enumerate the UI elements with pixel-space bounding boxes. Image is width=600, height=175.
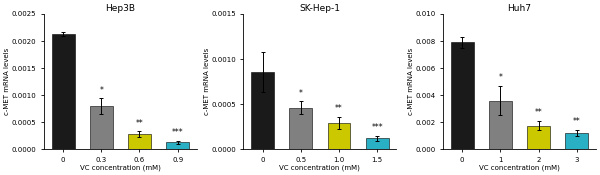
Bar	[328, 123, 350, 149]
Text: **: **	[136, 118, 143, 128]
X-axis label: VC concentration (mM): VC concentration (mM)	[280, 164, 361, 171]
Y-axis label: c-MET mRNA levels: c-MET mRNA levels	[408, 48, 414, 115]
Bar	[251, 72, 274, 149]
X-axis label: VC concentration (mM): VC concentration (mM)	[479, 164, 560, 171]
Text: *: *	[499, 73, 502, 82]
Title: SK-Hep-1: SK-Hep-1	[299, 4, 340, 13]
Bar	[489, 101, 512, 149]
Text: ***: ***	[172, 128, 184, 137]
Text: *: *	[299, 89, 303, 98]
Text: *: *	[100, 86, 103, 95]
Y-axis label: c-MET mRNA levels: c-MET mRNA levels	[4, 48, 10, 115]
Bar	[451, 42, 473, 149]
Bar	[289, 108, 312, 149]
Bar	[565, 133, 588, 149]
X-axis label: VC concentration (mM): VC concentration (mM)	[80, 164, 161, 171]
Y-axis label: c-MET mRNA levels: c-MET mRNA levels	[204, 48, 210, 115]
Text: **: **	[335, 104, 343, 113]
Title: Huh7: Huh7	[508, 4, 532, 13]
Bar	[128, 134, 151, 149]
Bar	[527, 126, 550, 149]
Text: **: **	[573, 117, 581, 126]
Text: ***: ***	[371, 123, 383, 132]
Bar	[52, 34, 74, 149]
Bar	[366, 138, 389, 149]
Title: Hep3B: Hep3B	[106, 4, 136, 13]
Text: **: **	[535, 108, 542, 117]
Bar	[166, 142, 189, 149]
Bar	[90, 106, 113, 149]
